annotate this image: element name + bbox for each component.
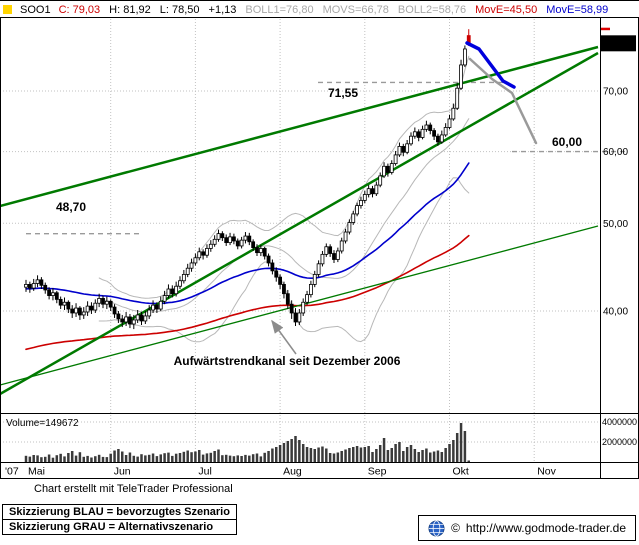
quote-field-8: MovE=58,99 [546,3,609,16]
quote-field-6: BOLL2=58,76 [397,3,467,16]
svg-text:60,00: 60,00 [552,135,582,149]
annotations: Aufwärtstrendkanal seit Dezember 2006 [174,319,401,368]
quote-field-1: H: 81,92 [109,3,151,16]
svg-text:70,00: 70,00 [603,87,628,98]
svg-text:'07: '07 [5,466,19,478]
legend-row-0: Skizzierung BLAU = bevorzugtes Szenario [2,504,237,520]
svg-text:Volume=149672: Volume=149672 [6,418,79,429]
support-resistance-levels: 71,55 60,00 48,70 [26,81,628,235]
globe-icon [428,520,445,536]
svg-text:Aufwärtstrendkanal seit Dezemb: Aufwärtstrendkanal seit Dezember 2006 [174,354,401,368]
quote-field-7: MovE=45,50 [475,3,538,16]
quote-field-5: MOVS=66,78 [322,3,389,16]
credit-line: Chart erstellt mit TeleTrader Profession… [34,483,233,495]
source-url[interactable]: http://www.godmode-trader.de [465,521,626,535]
instrument-color-marker [3,5,12,14]
chart-canvas[interactable]: 71,55 60,00 48,70 Aufwärtstrendkanal seit D… [0,17,639,479]
legend-row-1: Skizzierung GRAU = Alternativszenario [2,519,237,535]
svg-text:79,03: 79,03 [606,39,631,50]
scenario-sketches [465,41,538,145]
svg-text:40,00: 40,00 [603,307,628,318]
svg-text:71,55: 71,55 [328,86,358,100]
svg-text:Jun: Jun [114,466,131,478]
svg-text:Jul: Jul [198,466,211,478]
chart-background [0,17,639,479]
svg-text:Mai: Mai [28,466,45,478]
instrument-symbol: SOO1 [20,3,51,16]
quote-field-4: BOLL1=76,80 [245,3,314,16]
svg-text:Okt: Okt [453,466,469,478]
instrument-info-bar: SOO1 C: 79,03 H: 81,92 L: 78,50 +1,13 BOLL1=… [0,2,639,17]
axes-labels: 40,00 50,00 60,00 70,00 4000000 2000000 '07 Mai… [5,27,637,478]
source-box: © http://www.godmode-trader.de [418,515,636,541]
svg-text:4000000: 4000000 [602,417,637,427]
quote-field-0: C: 79,03 [58,3,101,16]
svg-text:Aug: Aug [283,466,302,478]
volume-bars [24,423,470,462]
svg-text:48,70: 48,70 [56,200,86,214]
quote-field-3: +1,13 [208,3,237,16]
svg-text:50,00: 50,00 [603,219,628,230]
quote-fields: C: 79,03 H: 81,92 L: 78,50 +1,13 BOLL1=76,80… [59,4,609,16]
copyright-symbol: © [451,521,460,535]
scenario-legend: Skizzierung BLAU = bevorzugtes Szenario S… [2,504,237,535]
svg-text:Sep: Sep [368,466,387,478]
svg-text:60,00: 60,00 [603,147,628,158]
quote-field-2: L: 78,50 [159,3,200,16]
svg-text:2000000: 2000000 [602,437,637,447]
candles-layer [24,29,471,330]
svg-text:Nov: Nov [537,466,556,478]
